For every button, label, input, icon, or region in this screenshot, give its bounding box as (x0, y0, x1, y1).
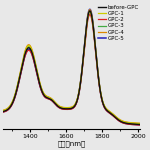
GPC-4 (89, 9, 91, 11)
GPC-3 (109, 112, 111, 114)
GPC-5 (89, 8, 91, 10)
before-GPC (89, 10, 91, 12)
GPC-4 (97, 67, 98, 69)
GPC-5 (97, 68, 98, 70)
GPC-3 (139, 123, 141, 125)
Line: GPC-4: GPC-4 (3, 10, 140, 123)
Legend: before-GPC, GPC-1, GPC-2, GPC-3, GPC-4, GPC-5: before-GPC, GPC-1, GPC-2, GPC-3, GPC-4, … (97, 5, 139, 41)
GPC-4 (109, 111, 111, 113)
GPC-4 (16, 84, 18, 86)
GPC-4 (139, 122, 141, 124)
GPC-5 (112, 114, 114, 116)
GPC-2 (3, 111, 4, 113)
before-GPC (139, 124, 141, 125)
GPC-1 (58, 105, 60, 107)
Line: GPC-3: GPC-3 (3, 12, 140, 124)
GPC-3 (97, 69, 98, 70)
Line: GPC-1: GPC-1 (3, 12, 140, 124)
before-GPC (16, 86, 18, 88)
GPC-1 (89, 11, 91, 13)
GPC-4 (3, 109, 4, 111)
GPC-5 (3, 111, 4, 113)
Line: before-GPC: before-GPC (3, 11, 140, 124)
GPC-4 (63, 106, 65, 108)
GPC-5 (109, 112, 111, 114)
GPC-2 (89, 14, 91, 15)
GPC-1 (3, 110, 4, 111)
GPC-2 (58, 107, 60, 108)
GPC-1 (112, 113, 114, 115)
Line: GPC-2: GPC-2 (3, 14, 140, 125)
GPC-2 (139, 124, 141, 126)
before-GPC (112, 114, 114, 116)
GPC-5 (63, 108, 65, 110)
GPC-1 (16, 85, 18, 87)
GPC-3 (58, 106, 60, 107)
Line: GPC-5: GPC-5 (3, 9, 140, 125)
GPC-5 (58, 106, 60, 108)
GPC-2 (16, 88, 18, 89)
GPC-3 (16, 86, 18, 87)
GPC-1 (109, 111, 111, 113)
GPC-5 (139, 124, 141, 126)
GPC-2 (112, 115, 114, 117)
GPC-5 (16, 87, 18, 89)
GPC-4 (112, 113, 114, 115)
before-GPC (109, 112, 111, 114)
X-axis label: 波長（nm）: 波長（nm） (58, 140, 86, 147)
GPC-1 (97, 68, 98, 70)
before-GPC (63, 108, 65, 109)
GPC-2 (109, 113, 111, 115)
GPC-4 (58, 105, 60, 107)
before-GPC (97, 69, 98, 70)
before-GPC (58, 106, 60, 108)
GPC-3 (3, 110, 4, 112)
GPC-3 (63, 107, 65, 109)
GPC-1 (139, 123, 141, 124)
GPC-3 (89, 11, 91, 12)
GPC-2 (63, 108, 65, 110)
GPC-1 (63, 107, 65, 109)
GPC-3 (112, 114, 114, 116)
before-GPC (3, 111, 4, 112)
GPC-2 (97, 70, 98, 72)
